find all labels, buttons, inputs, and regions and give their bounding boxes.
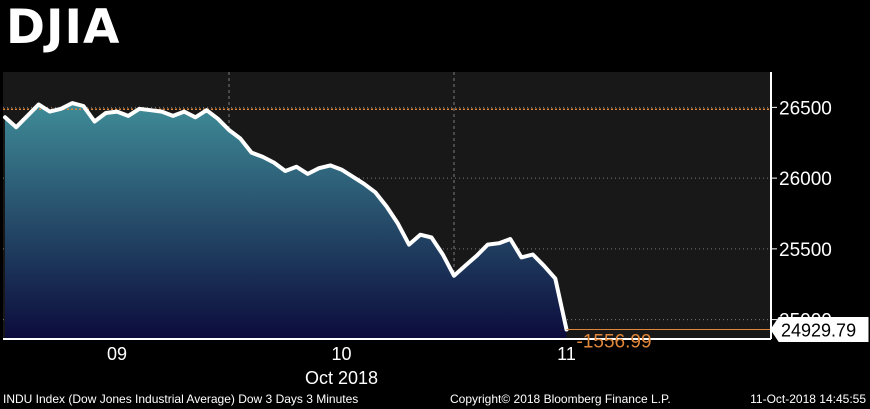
footer-timestamp: 11-Oct-2018 14:45:55 <box>750 392 866 406</box>
last-value-box <box>770 317 869 343</box>
x-axis-label: Oct 2018 <box>305 368 378 388</box>
price-chart: 26500260002550025000091011 -1556.99 2492… <box>3 72 869 388</box>
y-tick-label: 26000 <box>779 169 832 190</box>
chart-title: DJIA <box>6 0 121 55</box>
footer-source: INDU Index (Dow Jones Industrial Average… <box>3 392 359 406</box>
price-line <box>3 101 569 332</box>
y-tick-label: 25500 <box>779 240 832 261</box>
price-area-fill <box>5 103 567 338</box>
last-value-tag: 24929.79 <box>770 317 869 343</box>
x-tick-label: 10 <box>331 344 351 364</box>
x-tick-label: 11 <box>557 344 576 364</box>
footer-copyright: Copyright© 2018 Bloomberg Finance L.P. <box>450 392 671 406</box>
y-tick-label: 26500 <box>779 98 832 119</box>
footer: INDU Index (Dow Jones Industrial Average… <box>0 391 870 409</box>
last-value-label: 24929.79 <box>781 321 856 341</box>
x-tick-label: 09 <box>107 344 127 364</box>
change-label: -1556.99 <box>577 332 652 353</box>
